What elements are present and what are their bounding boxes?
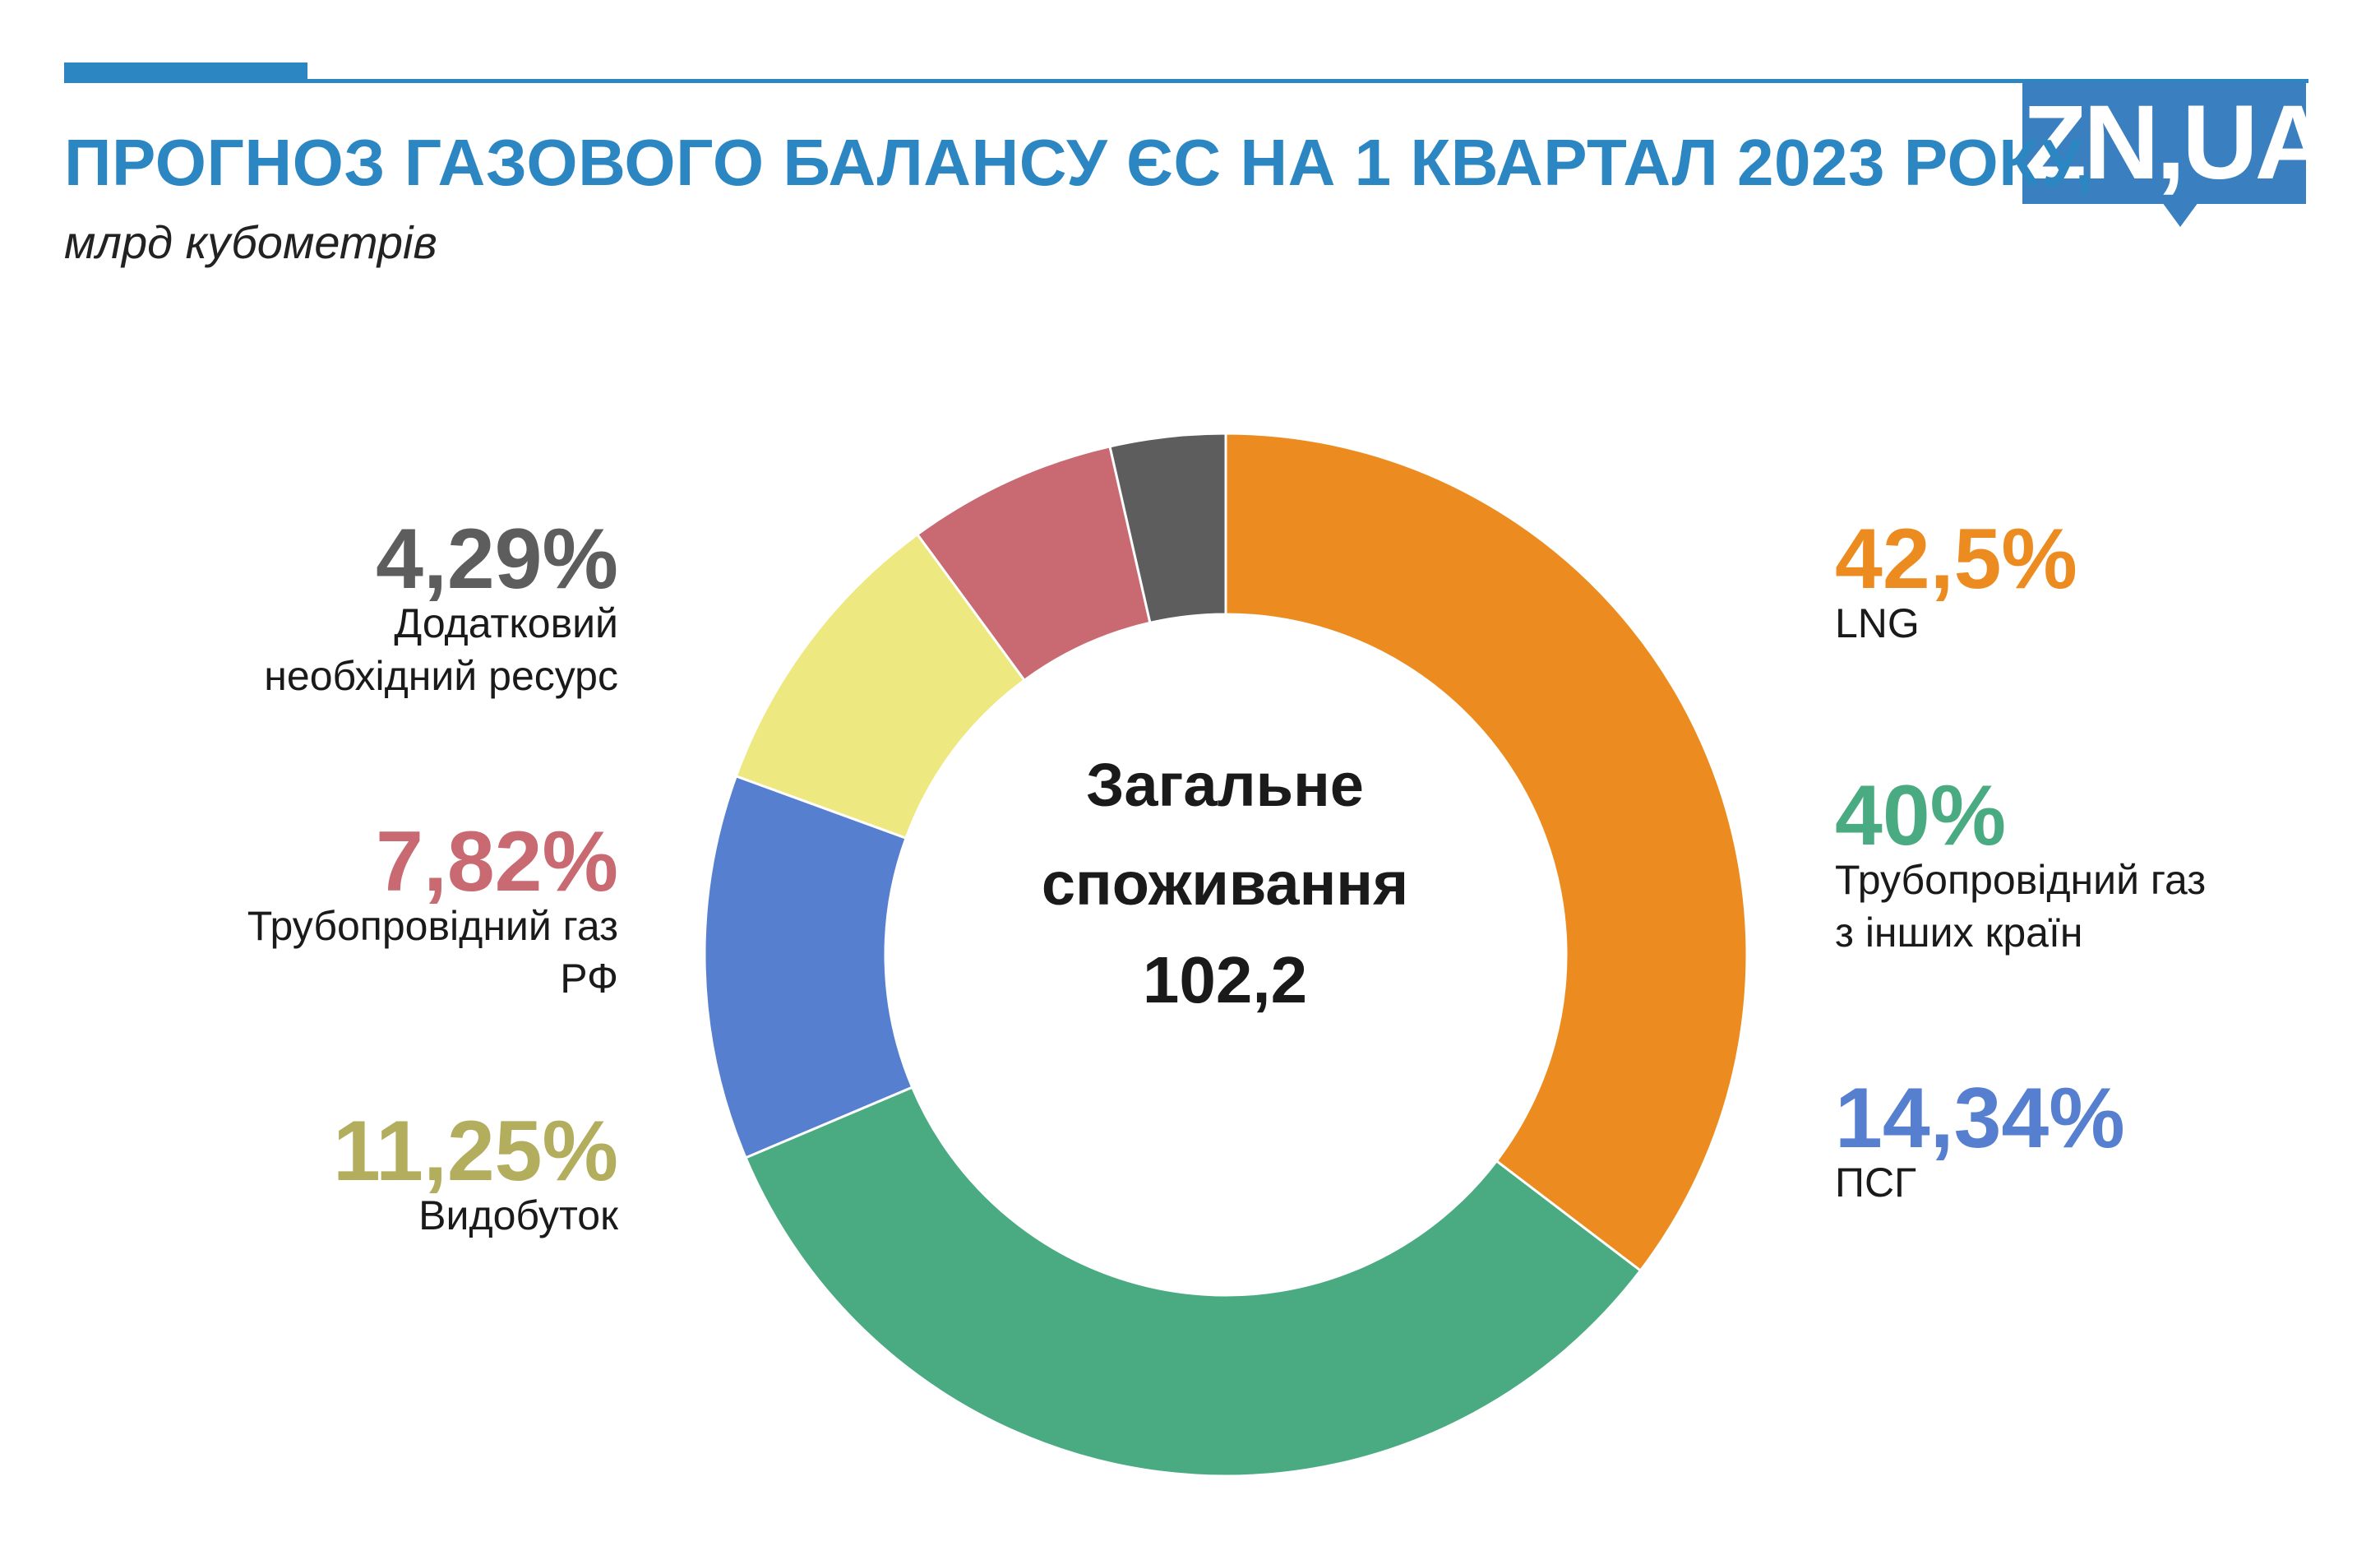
center-total-value: 102,2 [1142,943,1308,1016]
donut-slice-0 [1224,432,1749,1273]
percent-label-additional: 4,29% [376,511,618,607]
segment-label-pipeline-other-line2: з інших країн [1835,910,2083,956]
donut-slice-5 [1108,432,1227,625]
zn-ua-logo: ZN,UA [2022,82,2331,204]
segment-label-lng-line1: LNG [1835,600,1920,646]
chart-subtitle: млрд кубометрів [64,216,437,268]
percent-label-lng: 42,5% [1835,511,2077,607]
segment-label-additional-line2: необхідний ресурс [264,653,618,699]
donut-slice-2 [703,774,914,1160]
donut-slice-1 [744,1085,1643,1478]
percent-label-pipeline-other: 40% [1835,768,2007,863]
segment-label-production-line1: Видобуток [418,1192,618,1238]
center-label-line2: споживання [1041,849,1409,918]
percent-label-storage: 14,34% [1835,1071,2125,1166]
chart-title: ПРОГНОЗ ГАЗОВОГО БАЛАНСУ ЄС НА 1 КВАРТАЛ… [64,126,2094,199]
segment-label-pipeline-rf-line2: РФ [560,956,618,1002]
segment-label-pipeline-rf: Трубопровідний газ РФ [247,900,618,1005]
segment-label-storage-line1: ПСГ [1835,1160,1917,1206]
segment-label-additional: Додатковий необхідний ресурс [264,597,618,702]
percent-label-production: 11,25% [333,1104,618,1199]
percent-label-pipeline-rf: 7,82% [376,814,618,910]
center-label-line1: Загальне [1086,751,1364,819]
logo-speech-tail [2162,202,2198,227]
segment-label-storage: ПСГ [1835,1156,1916,1209]
segment-label-pipeline-other-line1: Трубопровідний газ [1835,857,2207,903]
segment-label-lng: LNG [1835,597,1920,650]
segment-label-production: Видобуток [418,1189,618,1242]
segment-label-additional-line1: Додатковий [394,600,618,646]
segment-label-pipeline-rf-line1: Трубопровідний газ [247,903,618,949]
segment-label-pipeline-other: Трубопровідний газ з інших країн [1835,854,2206,959]
header-rule [64,79,2308,83]
